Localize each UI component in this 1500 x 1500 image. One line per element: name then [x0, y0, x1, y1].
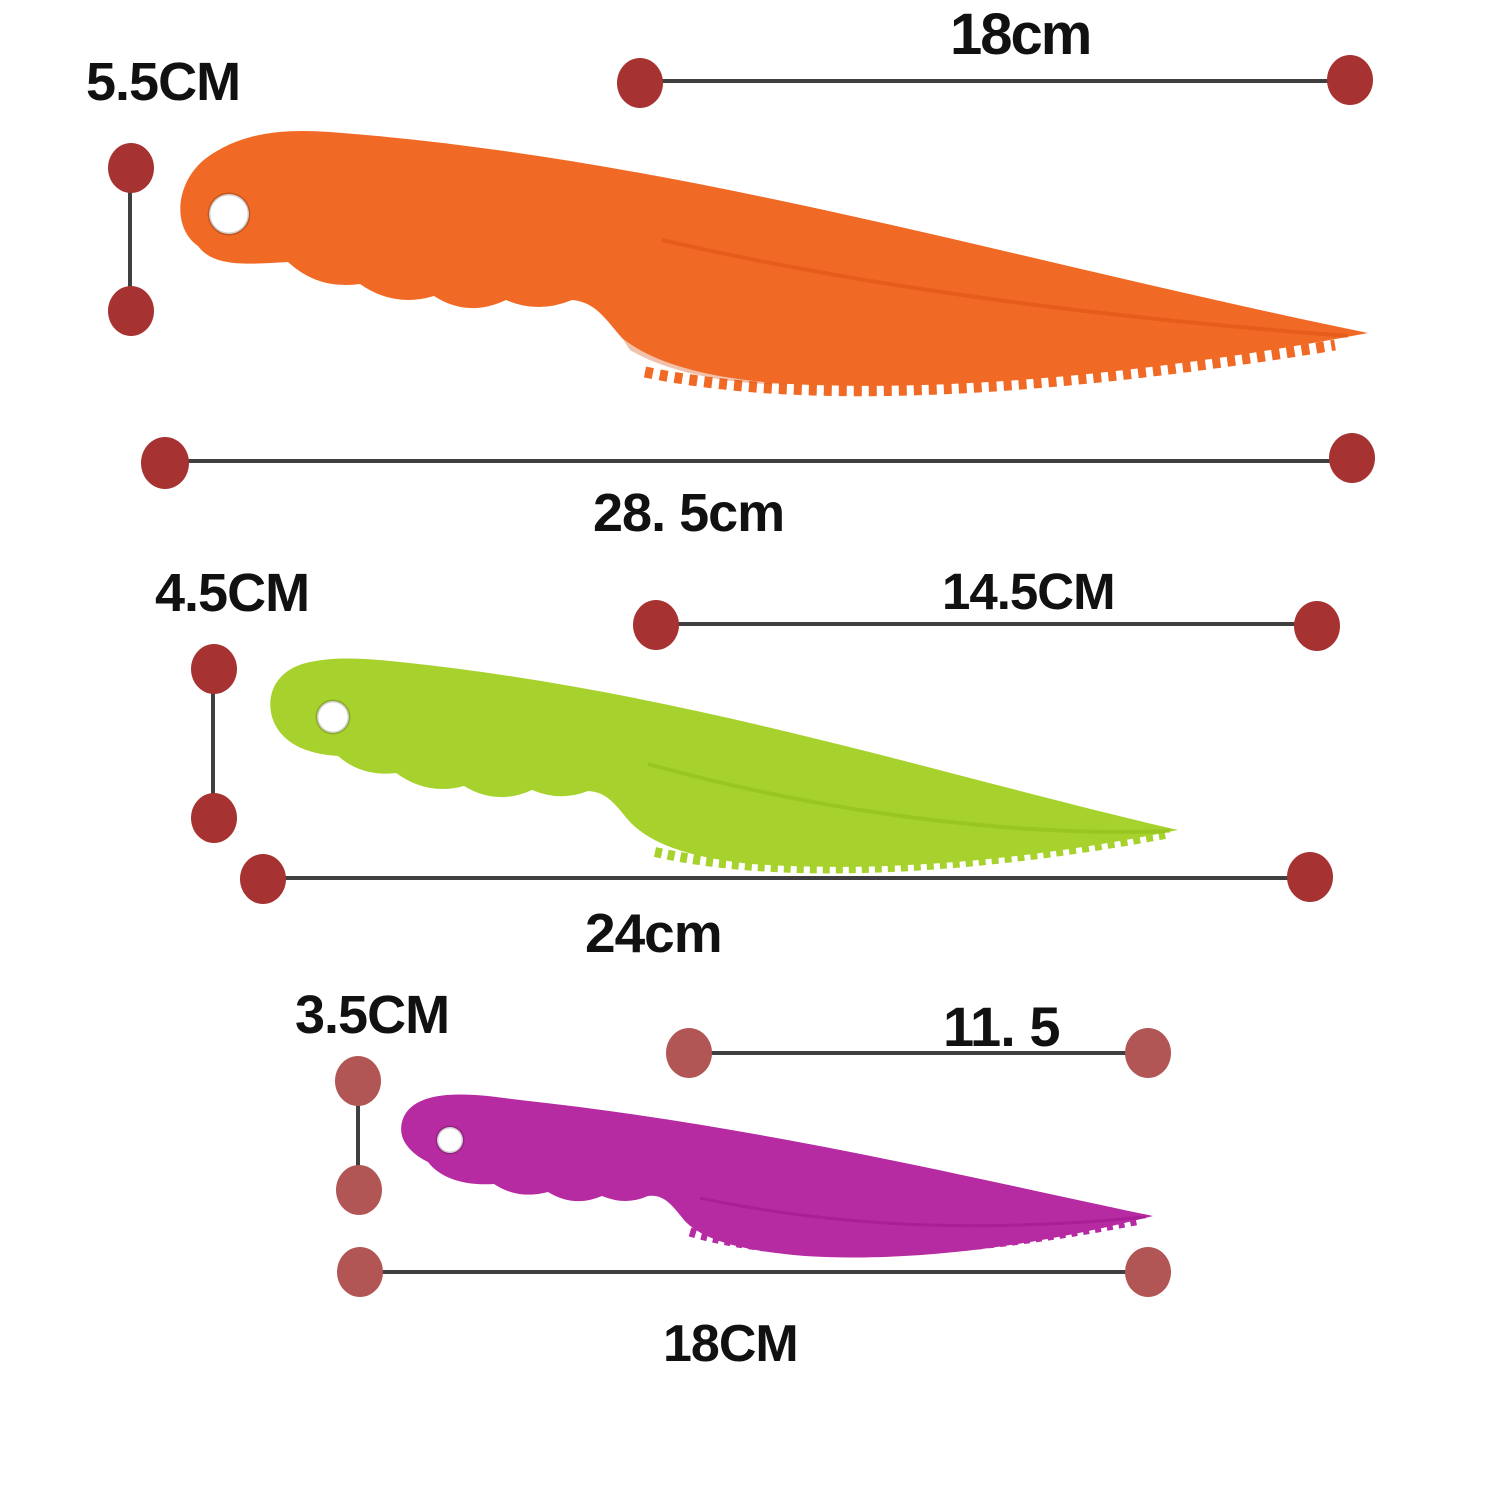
green-knife-body	[270, 658, 1178, 867]
green-knife-serration	[653, 829, 1166, 874]
measurement-dot	[1327, 55, 1373, 105]
measurement-dot	[141, 437, 189, 489]
purple-total-label: 18CM	[663, 1315, 799, 1373]
measurement-dot	[1125, 1028, 1171, 1078]
green-knife-hole	[315, 699, 351, 735]
purple-knife	[401, 1094, 1153, 1258]
orange-knife-ridge	[661, 238, 1349, 338]
height-line-purple	[356, 1081, 360, 1190]
total-length-line-purple	[360, 1270, 1148, 1274]
blade-length-line-purple	[689, 1051, 1148, 1055]
measurement-dot	[335, 1056, 381, 1106]
purple-blade-label: 11. 5	[943, 995, 1060, 1058]
orange-height-label: 5.5CM	[86, 52, 241, 112]
orange-knife-hole	[207, 192, 251, 236]
measurement-dot	[1125, 1247, 1171, 1297]
height-line-orange	[128, 168, 132, 311]
measurement-dot	[108, 286, 154, 336]
green-height-label: 4.5CM	[155, 563, 310, 623]
measurement-dot	[240, 854, 286, 904]
orange-knife-serration	[643, 339, 1336, 397]
measurement-dot	[666, 1028, 712, 1078]
green-blade-label: 14.5CM	[942, 563, 1116, 620]
orange-knife-heel-shade	[622, 338, 790, 385]
green-total-label: 24cm	[585, 902, 723, 964]
measurement-dot	[1294, 601, 1340, 651]
purple-knife-ridge	[699, 1196, 1147, 1228]
measurement-dot	[191, 793, 237, 843]
measurement-dot	[336, 1165, 382, 1215]
orange-blade-label: 18cm	[950, 2, 1092, 67]
green-knife	[270, 658, 1178, 874]
blade-length-line-orange	[640, 79, 1350, 83]
orange-total-label: 28. 5cm	[593, 483, 785, 543]
measurement-dot	[617, 58, 663, 108]
orange-knife	[180, 130, 1368, 397]
orange-knife-body	[180, 130, 1368, 386]
blade-length-line-green	[656, 622, 1317, 626]
purple-knife-body	[401, 1094, 1153, 1258]
measurement-dot	[337, 1247, 383, 1297]
total-length-line-orange	[165, 459, 1352, 463]
measurement-dot	[1287, 852, 1333, 902]
measurement-dot	[1329, 433, 1375, 483]
height-line-green	[211, 669, 215, 818]
measurement-dot	[108, 143, 154, 193]
total-length-line-green	[263, 876, 1310, 880]
purple-knife-hole	[435, 1125, 465, 1155]
measurement-dot	[633, 600, 679, 650]
purple-height-label: 3.5CM	[295, 985, 450, 1045]
measurement-dot	[191, 644, 237, 694]
green-knife-ridge	[647, 762, 1171, 834]
